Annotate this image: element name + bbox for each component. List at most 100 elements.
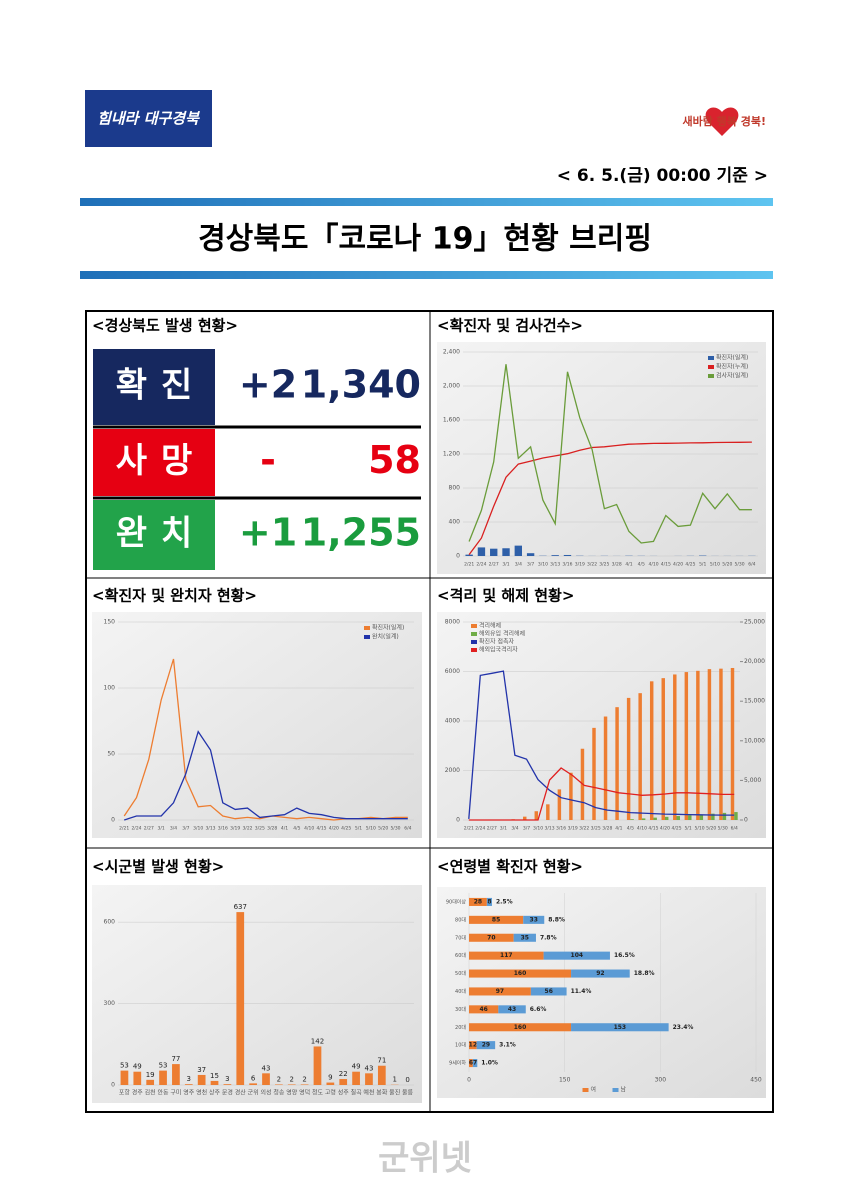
y-tick-label: 8000 — [445, 619, 460, 626]
data-label: 85 — [492, 916, 500, 923]
legend-swatch — [364, 635, 370, 639]
y2-tick-label: 0 — [744, 817, 748, 824]
x-tick-label: 안동 — [158, 1089, 170, 1097]
bar — [688, 815, 692, 820]
x-tick-label: 450 — [750, 1077, 762, 1084]
bar — [551, 555, 559, 556]
legend-label: 해외입국격리자 — [479, 646, 518, 654]
x-tick-label: 3/1 — [158, 826, 165, 832]
x-tick-label: 3/22 — [579, 826, 589, 832]
bar-segment — [530, 987, 567, 996]
bar — [236, 912, 245, 1085]
y-tick-label: 400 — [449, 519, 461, 526]
x-tick-label: 3/19 — [568, 826, 578, 832]
logo-right: 새바람 행복 경북! — [682, 114, 766, 128]
x-tick-label: 4/25 — [671, 826, 681, 832]
line — [468, 364, 752, 544]
y-tick-label: 20대 — [455, 1024, 466, 1031]
share-label: 2.5% — [496, 898, 513, 905]
x-tick-label: 3/4 — [511, 826, 518, 832]
data-label: 28 — [474, 898, 482, 905]
legend-label: 남 — [621, 1086, 627, 1094]
x-tick-label: 4/20 — [660, 826, 670, 832]
legend-swatch — [708, 365, 714, 369]
line — [468, 767, 735, 821]
data-label: 71 — [377, 1057, 386, 1065]
x-tick-label: 5/10 — [695, 826, 705, 832]
y-tick-label: 6000 — [445, 668, 460, 675]
bar-segment — [476, 1041, 496, 1050]
x-tick-label: 3/19 — [575, 562, 585, 568]
data-label: 19 — [146, 1071, 155, 1079]
x-tick-label: 문경 — [222, 1090, 233, 1097]
bar — [477, 547, 486, 556]
bar-segment — [469, 933, 514, 942]
bar — [649, 681, 654, 820]
x-tick-label: 울릉 — [402, 1090, 414, 1097]
data-label: 29 — [482, 1042, 490, 1049]
y2-tick-label: 20,000 — [744, 658, 765, 665]
data-label: 53 — [120, 1062, 129, 1070]
legend-label: 여 — [591, 1086, 597, 1094]
panel-title: <확진자 및 검사건수> — [437, 317, 583, 335]
y-tick-label: 50 — [107, 751, 115, 758]
legend-label: 확진자(일계) — [716, 354, 748, 362]
x-tick-label: 성주 — [338, 1089, 350, 1097]
status-label: 사망 — [116, 441, 207, 481]
panel-title: <경상북도 발생 현황> — [92, 317, 238, 335]
data-label: 49 — [133, 1063, 142, 1071]
rule-top — [80, 198, 773, 206]
legend-label: 완치(일계) — [372, 633, 399, 641]
bar — [300, 1084, 309, 1085]
x-tick-label: 4/15 — [316, 826, 326, 832]
x-tick-label: 봉화 — [376, 1089, 388, 1097]
x-tick-label: 5/30 — [718, 826, 728, 832]
x-tick-label: 3/7 — [182, 826, 189, 832]
bar — [626, 697, 631, 820]
legend-swatch — [364, 626, 370, 630]
date: < 6. 5.(금) 00:00 기준 > — [557, 166, 768, 186]
x-tick-label: 3/25 — [255, 826, 265, 832]
x-tick-label: 칠곡 — [351, 1089, 363, 1097]
share-label: 1.0% — [481, 1060, 498, 1067]
y-tick-label: 800 — [449, 485, 461, 492]
x-tick-label: 150 — [559, 1077, 571, 1084]
bar-segment — [498, 1005, 526, 1014]
bar — [465, 554, 473, 556]
status-change: +2 — [239, 363, 297, 407]
data-label: 2 — [277, 1075, 281, 1083]
x-tick-label: 포항 — [119, 1089, 131, 1097]
data-label: 22 — [339, 1070, 348, 1078]
y-tick-label: 50대 — [455, 970, 466, 977]
page-title: 경상북도「코로나 19」현황 브리핑 — [198, 222, 652, 257]
bar — [287, 1084, 296, 1085]
legend-label: 해외유입 격리해제 — [479, 630, 525, 638]
bar-segment — [513, 933, 536, 942]
bar-segment — [469, 969, 572, 978]
bar — [120, 1070, 129, 1085]
legend-swatch — [612, 1088, 619, 1092]
x-tick-label: 3/13 — [550, 562, 560, 568]
x-tick-label: 3/16 — [562, 562, 572, 568]
bar — [719, 668, 723, 820]
y-tick-label: 600 — [104, 919, 116, 926]
x-tick-label: 2/21 — [464, 562, 474, 568]
x-tick-label: 김천 — [145, 1089, 156, 1097]
x-tick-label: 3/10 — [538, 562, 548, 568]
watermark: 군위넷 — [378, 1139, 472, 1179]
data-label: 43 — [364, 1064, 373, 1072]
bar — [523, 816, 527, 820]
x-tick-label: 5/20 — [378, 826, 388, 832]
y2-tick-label: 10,000 — [744, 737, 765, 744]
y-tick-label: 80대 — [455, 916, 466, 923]
x-tick-label: 3/7 — [527, 562, 534, 568]
data-label: 2 — [290, 1075, 294, 1083]
y-tick-label: 0 — [111, 817, 115, 824]
share-label: 3.1% — [499, 1042, 516, 1049]
status-label: 완치 — [116, 514, 207, 554]
status-change: +1 — [239, 511, 297, 555]
y2-tick-label: 25,000 — [744, 619, 765, 626]
bar — [699, 814, 704, 820]
x-tick-label: 5/1 — [699, 562, 706, 568]
data-label: 104 — [571, 952, 584, 959]
